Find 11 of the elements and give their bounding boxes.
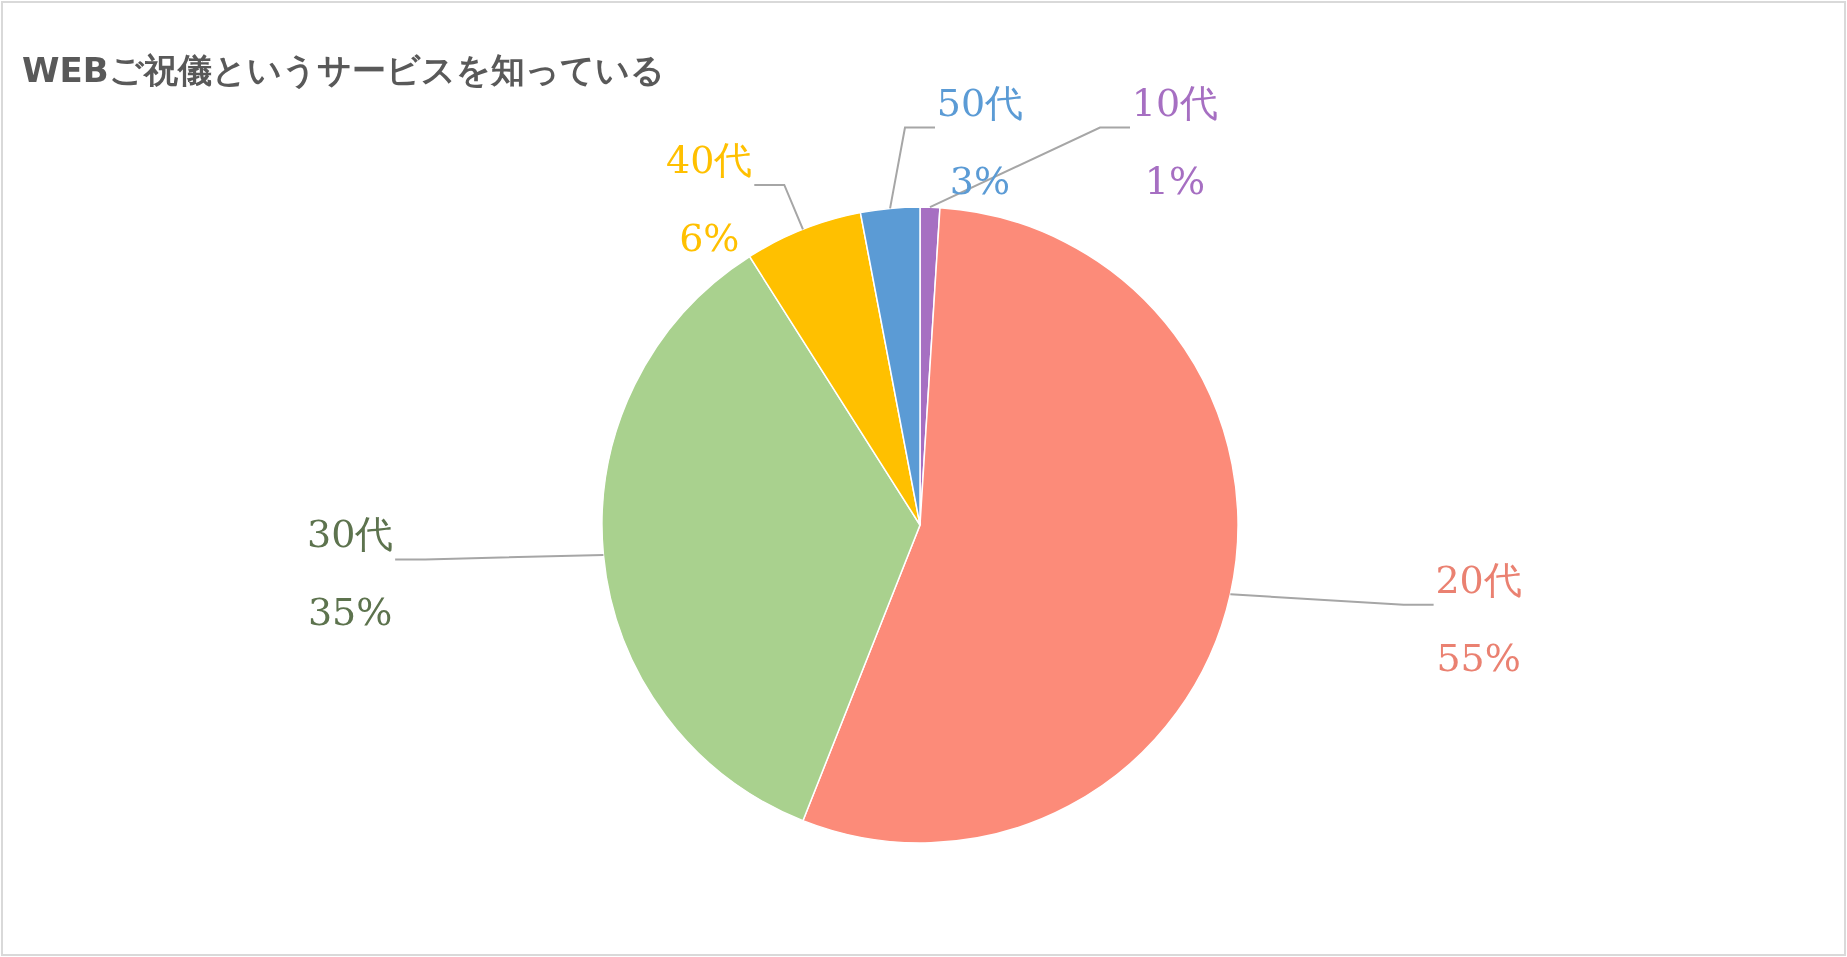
slice-label: 30代 [306,512,394,557]
data-label: 1% [1144,158,1206,203]
chart-title: WEBご祝儀というサービスを知っている [22,50,665,90]
slice-label: 20代 [1435,557,1522,602]
data-label: 55% [1436,635,1521,680]
slice-label: 50代 [936,80,1024,125]
data-label: 6% [679,215,740,260]
data-label: 3% [949,158,1011,203]
slice-label: 40代 [666,137,753,182]
slice-label: 10代 [1131,80,1219,125]
data-label: 35% [307,590,393,635]
